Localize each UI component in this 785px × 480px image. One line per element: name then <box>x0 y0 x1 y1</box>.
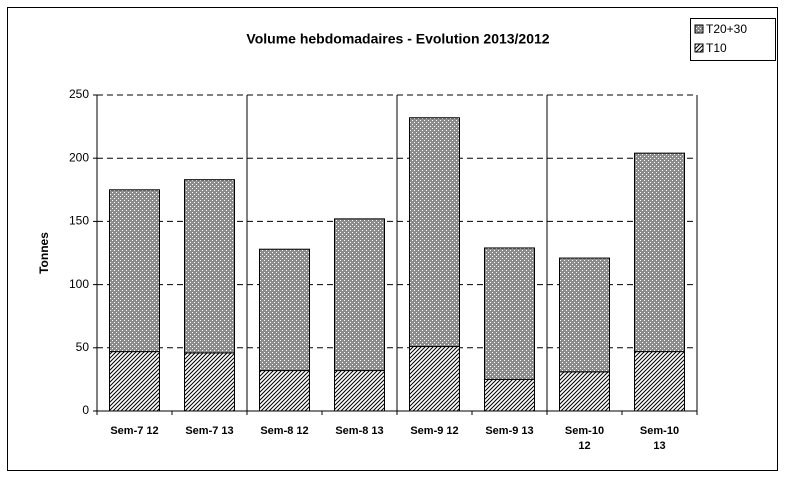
bar-segment <box>484 247 535 380</box>
legend-swatch <box>694 43 704 53</box>
y-tick-label: 200 <box>69 150 89 164</box>
bar-segment <box>184 352 235 412</box>
legend-label: T10 <box>706 41 727 55</box>
legend-label: T20+30 <box>706 22 747 36</box>
y-tick-label: 50 <box>76 340 90 354</box>
x-tick-label: Sem-10 13 <box>639 425 680 452</box>
bar-segment <box>409 346 460 412</box>
legend-box <box>690 18 776 61</box>
y-tick-label: 100 <box>69 277 89 291</box>
bar-segment <box>334 218 385 372</box>
bar-segment <box>334 370 385 412</box>
bar-segment <box>184 179 235 354</box>
chart-title: Volume hebdomadaires - Evolution 2013/20… <box>246 31 549 47</box>
x-tick-label: Sem-8 13 <box>335 425 384 437</box>
bar-segment <box>559 371 610 412</box>
y-tick-label: 0 <box>82 403 89 417</box>
bar-segment <box>634 351 685 412</box>
x-tick-label: Sem-10 12 <box>564 425 605 452</box>
y-axis-label: Tonnes <box>37 232 51 274</box>
bar-segment <box>559 257 610 373</box>
x-tick-label: Sem-9 12 <box>410 425 459 437</box>
bar-segment <box>409 117 460 348</box>
bar-segment <box>109 189 160 353</box>
bar-segment <box>109 351 160 412</box>
x-tick-label: Sem-7 12 <box>110 425 159 437</box>
x-tick-label: Sem-8 12 <box>260 425 309 437</box>
x-tick-label: Sem-9 13 <box>485 425 534 437</box>
bar-segment <box>259 370 310 412</box>
y-tick-label: 150 <box>69 214 89 228</box>
bar-segment <box>634 152 685 353</box>
y-tick-label: 250 <box>69 87 89 101</box>
x-tick-label: Sem-7 13 <box>185 425 234 437</box>
bar-segment <box>259 248 310 372</box>
bar-segment <box>484 378 535 412</box>
legend-swatch <box>694 24 704 34</box>
